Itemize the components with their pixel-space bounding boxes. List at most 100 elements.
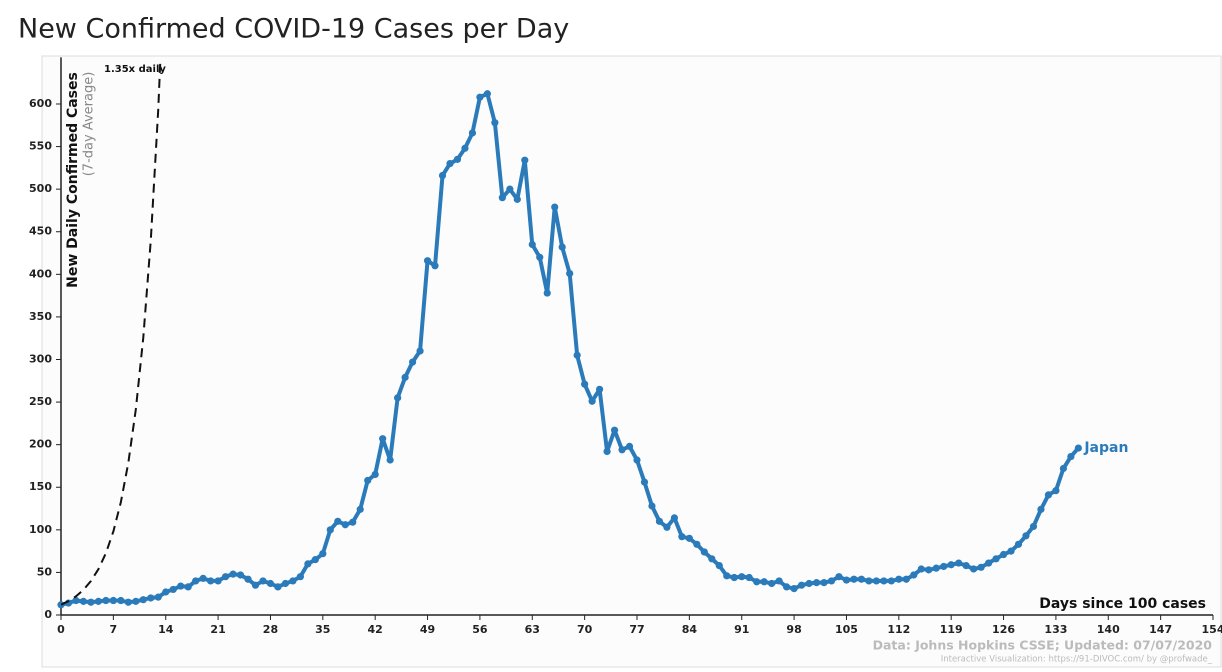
data-point [266, 579, 275, 588]
x-tick-label: 42 [368, 623, 383, 636]
data-point [364, 476, 372, 485]
data-point [835, 573, 843, 581]
data-point [805, 579, 813, 588]
data-point [438, 171, 447, 180]
data-point [783, 583, 791, 591]
data-point [334, 517, 342, 525]
data-point [326, 526, 334, 534]
data-point [850, 575, 858, 583]
series-label: 1.35x daily [104, 64, 166, 75]
x-tick-label: 0 [57, 623, 65, 636]
data-point [827, 577, 836, 585]
data-point [274, 583, 282, 591]
data-point [423, 257, 432, 265]
credit: Interactive Visualization: https://91-DI… [941, 655, 1213, 665]
data-point [229, 570, 237, 578]
data-point [72, 596, 80, 605]
data-point [446, 160, 454, 168]
data-point [970, 565, 978, 573]
y-tick-label: 0 [44, 608, 52, 621]
x-tick-label: 77 [629, 623, 644, 636]
data-point [1067, 452, 1075, 461]
data-point [289, 577, 297, 585]
data-point [655, 517, 664, 525]
data-point [1029, 522, 1038, 531]
x-tick-label: 154 [1202, 623, 1222, 636]
x-tick-label: 140 [1097, 623, 1120, 636]
data-point [192, 577, 200, 585]
data-point [251, 581, 260, 589]
data-point [633, 456, 641, 464]
data-point [715, 562, 723, 570]
data-point [663, 523, 671, 531]
y-tick-label: 200 [29, 438, 52, 451]
x-tick-label: 56 [472, 623, 488, 636]
data-point [625, 442, 634, 450]
data-point [528, 240, 536, 249]
y-axis-label: New Daily Confirmed Cases [65, 72, 81, 288]
data-point [880, 577, 888, 585]
data-point [595, 385, 604, 393]
y-tick-label: 150 [29, 480, 52, 493]
data-point [962, 562, 970, 570]
data-point [154, 593, 162, 601]
data-point [214, 577, 222, 585]
y-tick-label: 400 [29, 267, 52, 280]
data-point [304, 560, 312, 568]
data-point [1022, 532, 1030, 540]
data-point [910, 571, 918, 579]
data-point [1014, 540, 1023, 548]
data-point [917, 565, 925, 573]
data-point [887, 577, 895, 585]
data-point [1037, 505, 1045, 513]
data-point [102, 596, 110, 605]
data-point [394, 394, 402, 402]
data-point [708, 555, 716, 563]
data-point [536, 253, 544, 261]
data-point [745, 573, 753, 582]
data-point [259, 577, 267, 585]
data-point [244, 575, 252, 583]
data-point [319, 550, 327, 558]
data-point [700, 548, 708, 556]
data-point [992, 555, 1000, 563]
x-tick-label: 147 [1149, 623, 1172, 636]
x-tick-label: 28 [263, 623, 278, 636]
data-point [491, 119, 499, 127]
data-point [132, 597, 140, 605]
y-tick-label: 450 [29, 225, 52, 238]
data-point [371, 470, 379, 479]
data-point [162, 588, 170, 596]
data-point [947, 561, 955, 569]
x-tick-label: 49 [420, 623, 435, 636]
x-tick-label: 63 [525, 623, 540, 636]
data-point [1059, 464, 1067, 473]
data-point [857, 575, 866, 583]
data-point [603, 447, 611, 456]
data-point [94, 597, 103, 605]
data-point [139, 596, 147, 604]
y-tick-label: 550 [29, 140, 52, 153]
data-point [87, 598, 95, 606]
data-point [109, 596, 117, 605]
y-tick-label: 600 [29, 97, 52, 110]
data-point [865, 577, 873, 585]
data-point [618, 446, 626, 454]
x-tick-label: 14 [158, 623, 174, 636]
y-tick-label: 100 [29, 523, 52, 536]
data-point [588, 397, 596, 405]
data-point [1052, 487, 1060, 495]
data-point [506, 185, 514, 193]
data-point [184, 583, 192, 591]
x-tick-label: 112 [887, 623, 910, 636]
data-point [558, 243, 566, 251]
data-point [760, 578, 768, 586]
data-point [416, 347, 424, 355]
data-point [543, 289, 551, 297]
chart-title: New Confirmed COVID-19 Cases per Day [18, 14, 569, 45]
data-point [513, 195, 521, 203]
data-point [117, 596, 125, 605]
y-tick-label: 350 [29, 310, 52, 323]
data-point [476, 93, 484, 101]
data-point [1007, 547, 1015, 555]
